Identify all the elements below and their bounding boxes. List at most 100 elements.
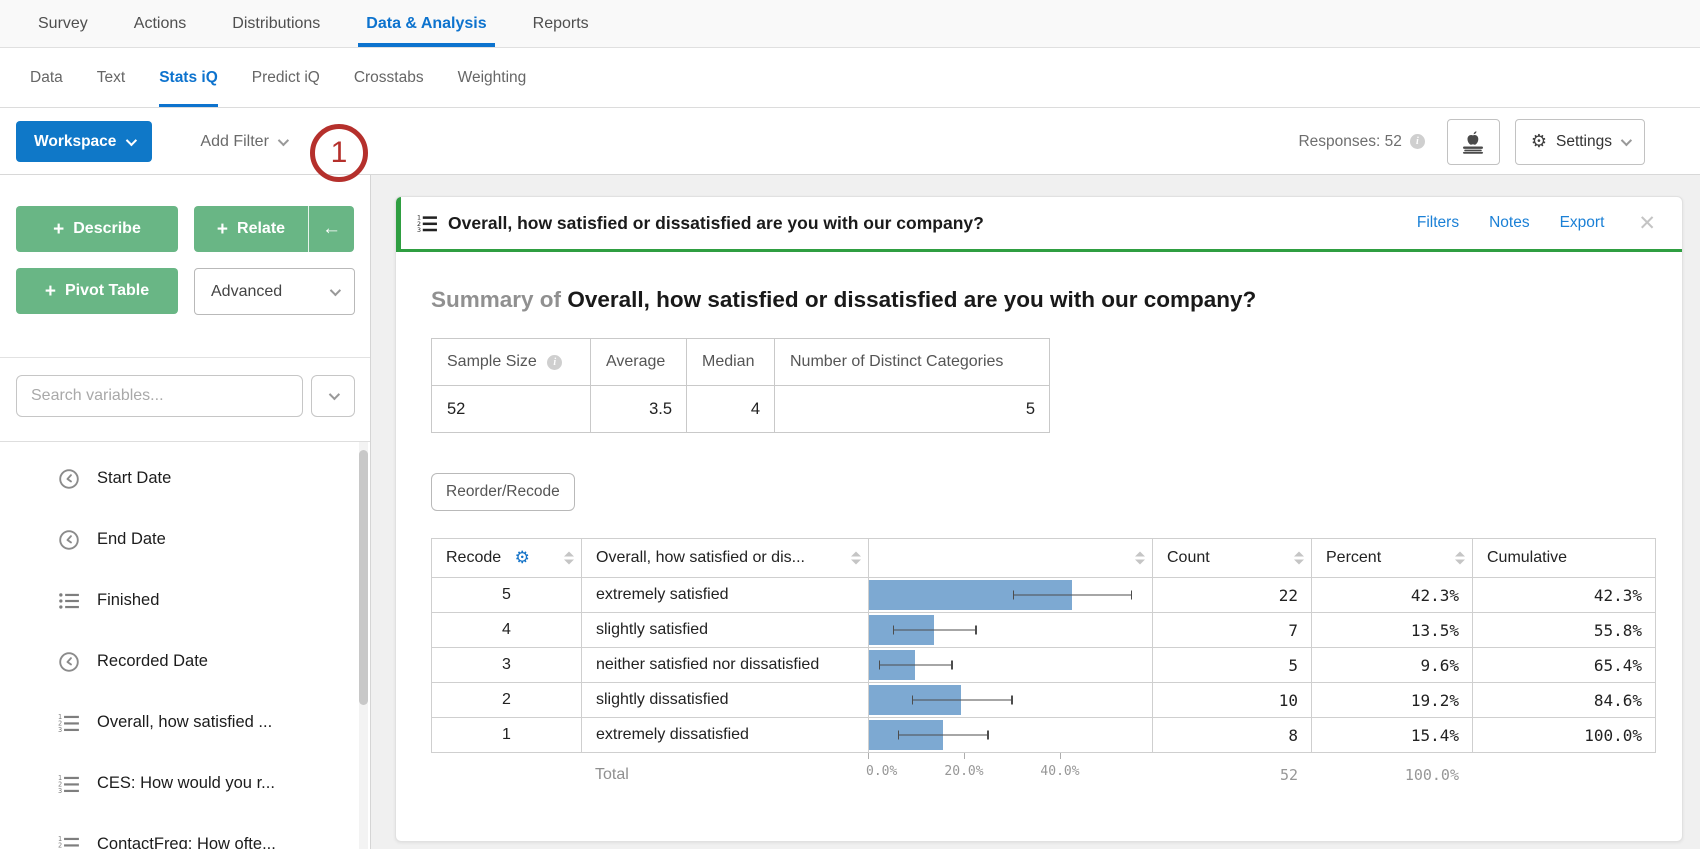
tab-actions[interactable]: Actions bbox=[134, 0, 186, 47]
variable-contactfreq[interactable]: 123 ContactFreq: How ofte... bbox=[0, 814, 370, 849]
subtab-data[interactable]: Data bbox=[30, 48, 63, 107]
search-options-dropdown[interactable] bbox=[311, 375, 355, 417]
axis-tick bbox=[1060, 753, 1061, 759]
subtab-text[interactable]: Text bbox=[97, 48, 125, 107]
pivot-table-button[interactable]: + Pivot Table bbox=[16, 268, 178, 314]
info-icon[interactable]: i bbox=[547, 355, 562, 370]
workspace-button-label: Workspace bbox=[34, 133, 116, 151]
describe-button[interactable]: + Describe bbox=[16, 206, 178, 252]
clock-icon bbox=[58, 468, 80, 490]
variable-finished[interactable]: Finished bbox=[0, 570, 370, 631]
percent-column-header[interactable]: Percent bbox=[1312, 539, 1473, 578]
count-cell: 7 bbox=[1153, 613, 1312, 648]
tab-reports[interactable]: Reports bbox=[533, 0, 589, 47]
subtab-weighting[interactable]: Weighting bbox=[458, 48, 527, 107]
add-filter-button[interactable]: Add Filter bbox=[200, 133, 285, 151]
cumulative-cell: 100.0% bbox=[1473, 718, 1656, 753]
variable-overall-satisfaction[interactable]: 123 Overall, how satisfied ... bbox=[0, 692, 370, 753]
cumulative-cell: 42.3% bbox=[1473, 578, 1656, 613]
subtab-predict-iq[interactable]: Predict iQ bbox=[252, 48, 320, 107]
numbered-list-icon: 123 bbox=[58, 834, 80, 850]
table-row[interactable]: 4 slightly satisfied 7 13.5% 55.8% bbox=[432, 613, 1656, 648]
chevron-down-icon bbox=[330, 284, 341, 295]
variable-label: ContactFreq: How ofte... bbox=[97, 835, 276, 849]
distinct-categories-header: Number of Distinct Categories bbox=[775, 339, 1050, 386]
count-column-header[interactable]: Count bbox=[1153, 539, 1312, 578]
category-cell: slightly dissatisfied bbox=[582, 683, 869, 718]
variable-start-date[interactable]: Start Date bbox=[0, 448, 370, 509]
recode-cell: 4 bbox=[432, 613, 582, 648]
sort-icon[interactable] bbox=[1294, 552, 1304, 565]
frequency-header-row: Recode ⚙ Overall, how satisfied or dis..… bbox=[432, 539, 1656, 578]
error-bar bbox=[893, 626, 977, 635]
responses-label: Responses: 52 bbox=[1298, 133, 1401, 151]
chevron-down-icon bbox=[329, 389, 340, 400]
annotation-step-badge: 1 bbox=[310, 124, 368, 182]
collapse-panel-button[interactable]: ← bbox=[308, 206, 354, 252]
scrollbar-thumb[interactable] bbox=[359, 450, 368, 705]
tab-survey[interactable]: Survey bbox=[38, 0, 88, 47]
bar-cell bbox=[869, 683, 1153, 718]
error-bar bbox=[912, 696, 1013, 705]
gear-icon: ⚙ bbox=[1531, 133, 1547, 151]
pivot-table-label: Pivot Table bbox=[65, 282, 149, 300]
tab-distributions[interactable]: Distributions bbox=[232, 0, 320, 47]
notes-link[interactable]: Notes bbox=[1489, 214, 1530, 232]
category-cell: extremely dissatisfied bbox=[582, 718, 869, 753]
bar-cell bbox=[869, 718, 1153, 753]
bar-cell bbox=[869, 613, 1153, 648]
cumulative-column-header[interactable]: Cumulative bbox=[1473, 539, 1656, 578]
percent-axis: 0.0% 20.0% 40.0% bbox=[868, 753, 1152, 797]
toolbar-right: Responses: 52 i ⚙ Settings bbox=[1298, 119, 1645, 165]
filters-link[interactable]: Filters bbox=[1417, 214, 1459, 232]
sort-icon[interactable] bbox=[851, 552, 861, 565]
subtab-crosstabs[interactable]: Crosstabs bbox=[354, 48, 424, 107]
close-icon[interactable]: ✕ bbox=[1638, 213, 1656, 234]
distinct-categories-value: 5 bbox=[775, 386, 1050, 433]
sample-size-value: 52 bbox=[432, 386, 591, 433]
axis-tick bbox=[964, 753, 965, 759]
sort-icon[interactable] bbox=[564, 552, 574, 565]
recode-cell: 2 bbox=[432, 683, 582, 718]
settings-button[interactable]: ⚙ Settings bbox=[1515, 119, 1645, 165]
relate-label: Relate bbox=[237, 220, 285, 238]
cumulative-cell: 55.8% bbox=[1473, 613, 1656, 648]
statsiq-page: 1 Survey Actions Distributions Data & An… bbox=[0, 0, 1700, 850]
gear-icon[interactable]: ⚙ bbox=[515, 548, 530, 568]
count-cell: 10 bbox=[1153, 683, 1312, 718]
info-icon[interactable]: i bbox=[1410, 134, 1425, 149]
clock-icon bbox=[58, 529, 80, 551]
sort-icon[interactable] bbox=[1135, 552, 1145, 565]
variable-ces[interactable]: 123 CES: How would you r... bbox=[0, 753, 370, 814]
sort-icon[interactable] bbox=[1455, 552, 1465, 565]
variable-recorded-date[interactable]: Recorded Date bbox=[0, 631, 370, 692]
svg-text:3: 3 bbox=[417, 227, 421, 234]
learning-resources-button[interactable] bbox=[1447, 119, 1500, 165]
top-navigation: Survey Actions Distributions Data & Anal… bbox=[0, 0, 1700, 48]
chart-column-header[interactable] bbox=[869, 539, 1153, 578]
table-row[interactable]: 1 extremely dissatisfied 8 15.4% 100.0% bbox=[432, 718, 1656, 753]
numbered-list-icon: 123 bbox=[58, 712, 80, 734]
variable-end-date[interactable]: End Date bbox=[0, 509, 370, 570]
table-row[interactable]: 2 slightly dissatisfied 10 19.2% 84.6% bbox=[432, 683, 1656, 718]
reorder-recode-button[interactable]: Reorder/Recode bbox=[431, 473, 575, 511]
numbered-list-icon: 123 bbox=[58, 773, 80, 795]
count-cell: 22 bbox=[1153, 578, 1312, 613]
frequency-table: Recode ⚙ Overall, how satisfied or dis..… bbox=[431, 538, 1656, 753]
search-variables-input[interactable] bbox=[16, 375, 303, 417]
card-actions: Filters Notes Export ✕ bbox=[1417, 213, 1656, 234]
export-link[interactable]: Export bbox=[1560, 214, 1605, 232]
error-bar bbox=[879, 661, 953, 670]
workspace-button[interactable]: Workspace bbox=[16, 121, 152, 162]
question-column-header[interactable]: Overall, how satisfied or dis... bbox=[582, 539, 869, 578]
percent-cell: 13.5% bbox=[1312, 613, 1473, 648]
table-row[interactable]: 5 extremely satisfied 22 42.3% 42.3% bbox=[432, 578, 1656, 613]
recode-column-header[interactable]: Recode ⚙ bbox=[432, 539, 582, 578]
numbered-list-icon: 123 bbox=[417, 213, 438, 234]
advanced-dropdown[interactable]: Advanced bbox=[194, 268, 355, 315]
subtab-stats-iq[interactable]: Stats iQ bbox=[159, 48, 218, 107]
table-row[interactable]: 3 neither satisfied nor dissatisfied 5 9… bbox=[432, 648, 1656, 683]
relate-button[interactable]: + Relate bbox=[194, 206, 308, 252]
sample-size-header: Sample Size i bbox=[432, 339, 591, 386]
tab-data-analysis[interactable]: Data & Analysis bbox=[366, 0, 486, 47]
